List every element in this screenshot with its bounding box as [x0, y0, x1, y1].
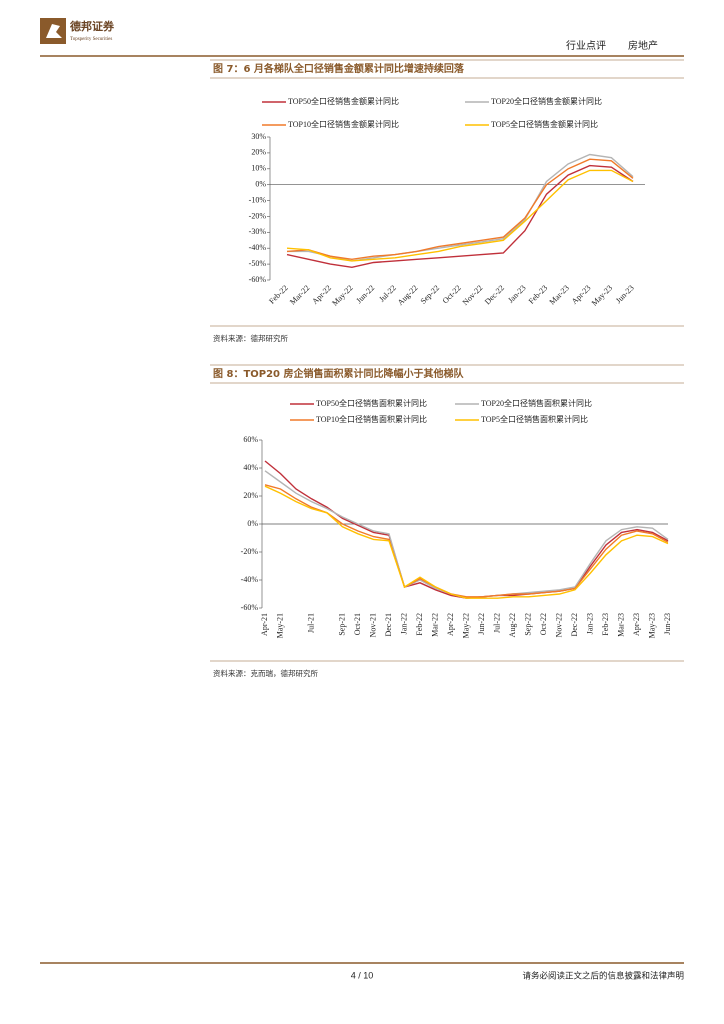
x-tick-label: Sep-22 — [419, 283, 441, 305]
source: 资料来源：德邦研究所 — [213, 333, 288, 343]
x-tick-label: Sep-21 — [337, 613, 346, 636]
x-tick-label: May-22 — [461, 613, 470, 638]
company-en: Topsperity Securities — [70, 37, 112, 42]
y-tick-label: -10% — [249, 195, 267, 204]
x-tick-label: Jan-22 — [399, 613, 408, 634]
sector: 房地产 — [628, 39, 658, 52]
disclaimer: 请务必阅读正文之后的信息披露和法律声明 — [522, 971, 684, 982]
x-tick-label: Oct-22 — [441, 283, 463, 305]
y-tick-label: -60% — [241, 603, 259, 612]
y-tick-label: -40% — [241, 575, 259, 584]
x-tick-label: Feb-22 — [267, 283, 289, 305]
y-tick-label: 60% — [243, 435, 258, 444]
legend-label: TOP20全口径销售金额累计同比 — [491, 96, 602, 106]
x-tick-label: Apr-22 — [446, 613, 455, 636]
series-line — [286, 164, 634, 269]
series-line — [287, 153, 634, 262]
y-tick-label: 0% — [255, 179, 266, 188]
x-tick-label: Apr-23 — [570, 283, 593, 306]
x-tick-label: Jul-21 — [306, 613, 315, 633]
source: 资料来源：克而瑞，德邦研究所 — [213, 668, 318, 678]
x-tick-label: Jul-22 — [492, 613, 501, 633]
x-tick-label: Mar-23 — [548, 283, 571, 306]
x-tick-label: Feb-22 — [415, 613, 424, 636]
legend-label: TOP5全口径销售金额累计同比 — [491, 119, 598, 129]
x-tick-label: Apr-22 — [310, 283, 333, 306]
y-tick-label: -60% — [249, 275, 267, 284]
legend-label: TOP10全口径销售面积累计同比 — [316, 414, 427, 424]
y-tick-label: -20% — [249, 211, 267, 220]
series-line — [286, 169, 634, 262]
x-tick-label: Apr-21 — [260, 613, 269, 636]
x-tick-label: Jun-23 — [614, 283, 636, 305]
legend-label: TOP20全口径销售面积累计同比 — [481, 398, 592, 408]
x-tick-label: Dec-22 — [570, 613, 579, 637]
y-tick-label: -20% — [241, 547, 259, 556]
x-tick-label: Jan-23 — [585, 613, 594, 634]
y-tick-label: 20% — [243, 491, 258, 500]
x-tick-label: Feb-23 — [601, 613, 610, 636]
x-tick-label: Dec-22 — [483, 283, 506, 306]
y-tick-label: -50% — [249, 259, 267, 268]
company: 德邦证券 — [69, 19, 115, 33]
x-tick-label: Nov-21 — [368, 613, 377, 637]
logo-mark — [46, 24, 62, 38]
x-tick-label: Jan-23 — [506, 283, 527, 304]
series-line — [264, 470, 669, 599]
x-tick-label: Aug-22 — [508, 613, 517, 637]
x-tick-label: Jun-23 — [663, 613, 672, 635]
x-tick-label: May-21 — [275, 613, 284, 638]
x-tick-label: Aug-22 — [396, 283, 420, 307]
series-line — [264, 484, 669, 598]
figure-title: 图 7：6 月各梯队全口径销售金额累计同比增速持续回落 — [213, 62, 465, 75]
y-tick-label: 30% — [251, 132, 266, 141]
logo — [40, 18, 66, 44]
x-tick-label: May-23 — [647, 613, 656, 638]
x-tick-label: Oct-22 — [539, 613, 548, 635]
x-tick-label: Feb-23 — [527, 283, 549, 305]
legend-label: TOP50全口径销售金额累计同比 — [288, 96, 399, 106]
x-tick-label: Sep-22 — [523, 613, 532, 636]
y-tick-label: 0% — [247, 519, 258, 528]
section: 行业点评 — [566, 39, 606, 52]
y-tick-label: 40% — [243, 463, 258, 472]
y-tick-label: 10% — [251, 164, 266, 173]
x-tick-label: Oct-21 — [353, 613, 362, 635]
y-tick-label: 20% — [251, 148, 266, 157]
x-tick-label: May-23 — [590, 283, 614, 307]
y-tick-label: -30% — [249, 227, 267, 236]
x-tick-label: Nov-22 — [554, 613, 563, 637]
series-line — [264, 460, 669, 599]
legend-label: TOP50全口径销售面积累计同比 — [316, 398, 427, 408]
page-number: 4 / 10 — [351, 970, 374, 980]
legend-label: TOP5全口径销售面积累计同比 — [481, 414, 588, 424]
figure-title: 图 8：TOP20 房企销售面积累计同比降幅小于其他梯队 — [213, 367, 464, 380]
x-tick-label: Jun-22 — [354, 283, 376, 305]
x-tick-label: Mar-22 — [288, 283, 311, 306]
series-line — [286, 158, 634, 261]
legend-label: TOP10全口径销售金额累计同比 — [288, 119, 399, 129]
y-tick-label: -40% — [249, 243, 267, 252]
x-tick-label: Mar-23 — [616, 613, 625, 637]
x-tick-label: Apr-23 — [632, 613, 641, 636]
x-tick-label: Nov-22 — [461, 283, 485, 307]
x-tick-label: Jun-22 — [477, 613, 486, 635]
series-line — [264, 485, 669, 599]
x-tick-label: May-22 — [330, 283, 354, 307]
x-tick-label: Mar-22 — [430, 613, 439, 637]
x-tick-label: Dec-21 — [384, 613, 393, 637]
